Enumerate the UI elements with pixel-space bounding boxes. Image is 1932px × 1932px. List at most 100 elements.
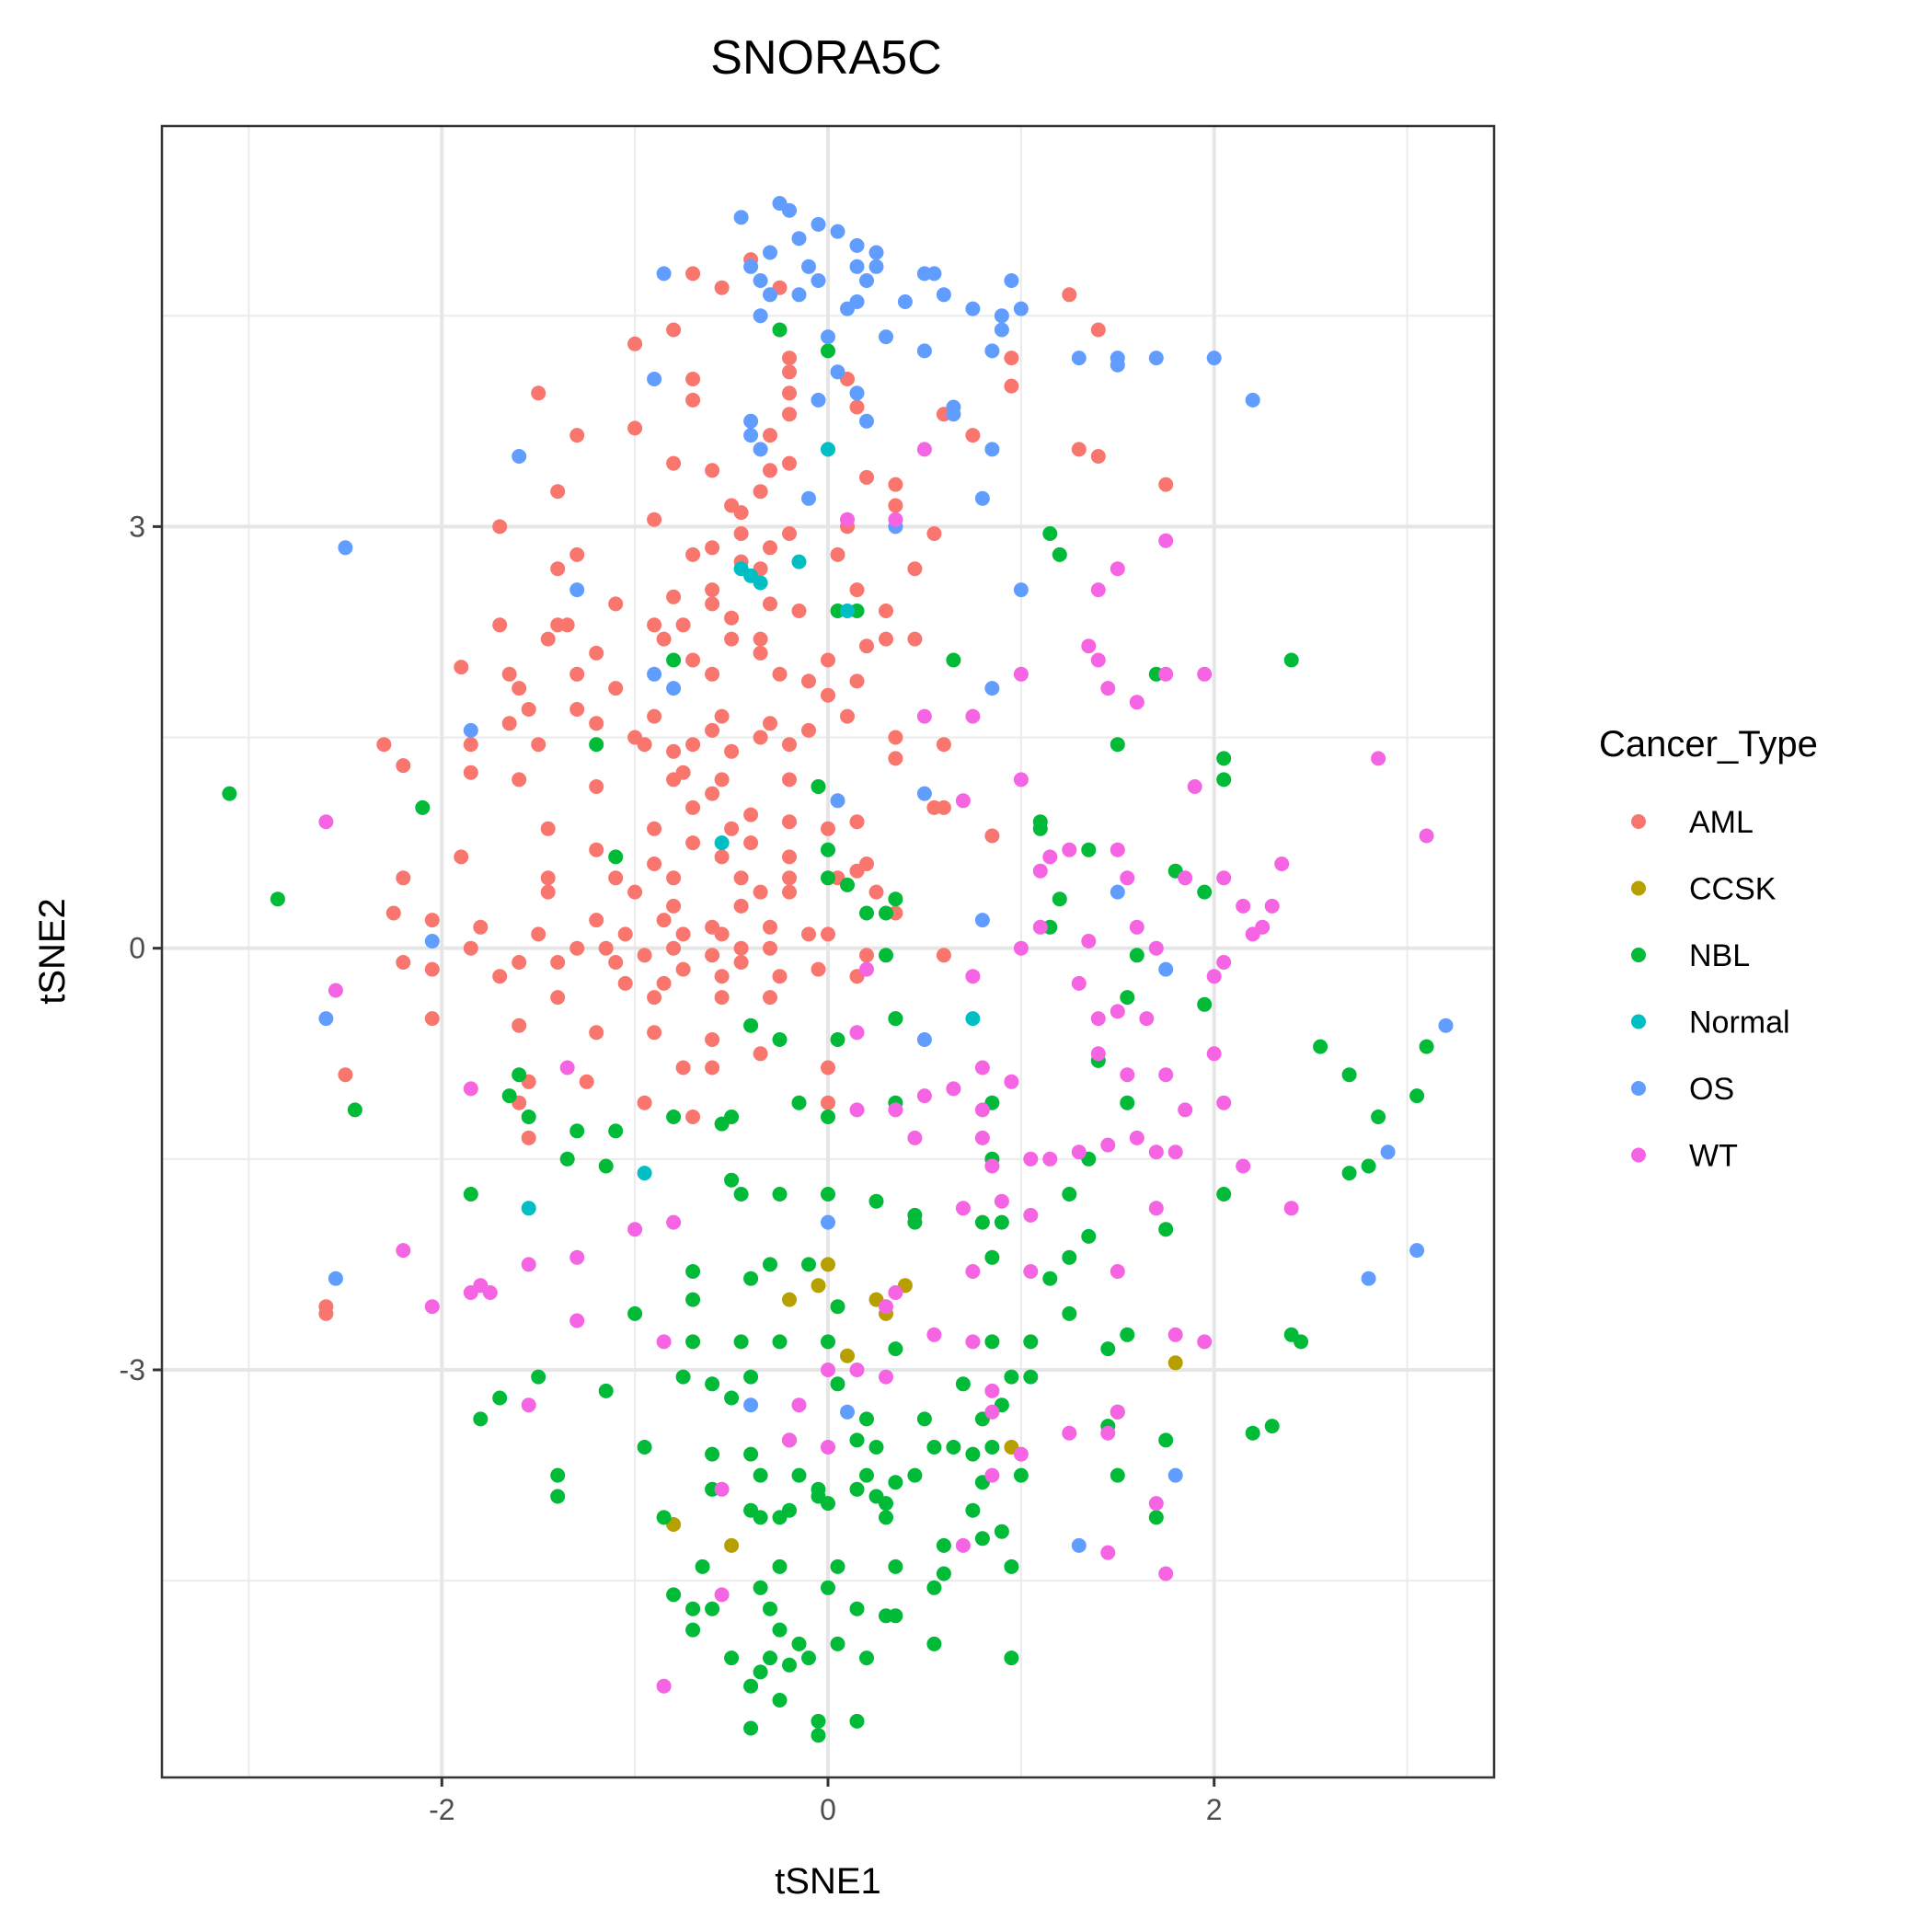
data-point bbox=[801, 673, 816, 689]
data-point bbox=[811, 216, 826, 232]
data-point bbox=[559, 1060, 575, 1075]
data-point bbox=[965, 969, 981, 984]
data-point bbox=[705, 722, 720, 738]
data-point bbox=[1090, 652, 1106, 668]
data-point bbox=[868, 245, 884, 260]
data-point bbox=[974, 1214, 990, 1230]
data-point bbox=[782, 870, 797, 886]
data-point bbox=[753, 484, 768, 500]
data-point bbox=[1100, 1137, 1116, 1153]
data-point bbox=[743, 1271, 759, 1286]
data-point bbox=[666, 1587, 682, 1603]
data-point bbox=[830, 1299, 845, 1315]
data-point bbox=[589, 716, 604, 731]
data-point bbox=[724, 1537, 740, 1553]
data-point bbox=[705, 596, 720, 612]
data-point bbox=[859, 905, 874, 921]
data-point bbox=[1206, 1046, 1222, 1062]
data-point bbox=[1274, 857, 1290, 871]
data-point bbox=[821, 1214, 835, 1230]
data-point bbox=[705, 666, 720, 682]
data-point bbox=[531, 926, 546, 942]
data-point bbox=[830, 546, 845, 562]
data-point bbox=[984, 828, 1000, 844]
data-point bbox=[695, 1558, 710, 1574]
data-point bbox=[1167, 1467, 1183, 1483]
data-point bbox=[714, 990, 730, 1006]
data-point bbox=[424, 934, 440, 949]
data-point bbox=[926, 1636, 942, 1651]
data-point bbox=[984, 343, 1000, 359]
data-point bbox=[1158, 1432, 1174, 1448]
data-point bbox=[1120, 1095, 1135, 1110]
data-point bbox=[916, 1088, 932, 1104]
data-point bbox=[714, 969, 730, 984]
data-point bbox=[782, 772, 797, 788]
data-point bbox=[385, 905, 401, 921]
data-point bbox=[753, 631, 768, 647]
data-point bbox=[559, 1151, 575, 1167]
data-point bbox=[637, 1440, 652, 1455]
data-point bbox=[338, 540, 353, 556]
data-point bbox=[1032, 821, 1048, 836]
data-point bbox=[666, 589, 682, 604]
data-point bbox=[974, 913, 990, 928]
data-point bbox=[521, 1130, 536, 1145]
data-point bbox=[821, 329, 835, 345]
data-point bbox=[1216, 1187, 1232, 1202]
legend-item-nbl: NBL bbox=[1631, 938, 1750, 973]
data-point bbox=[598, 1158, 614, 1174]
data-point bbox=[840, 301, 855, 316]
data-point bbox=[1120, 870, 1135, 886]
data-point bbox=[531, 737, 546, 753]
data-point bbox=[1110, 737, 1125, 753]
data-point bbox=[782, 202, 797, 218]
data-point bbox=[1100, 1341, 1116, 1357]
data-point bbox=[965, 1334, 981, 1350]
data-point bbox=[1052, 546, 1067, 562]
data-point bbox=[656, 631, 672, 647]
data-point bbox=[821, 870, 835, 886]
data-point bbox=[724, 1390, 740, 1406]
data-point bbox=[531, 385, 546, 401]
data-point bbox=[492, 1390, 508, 1406]
data-point bbox=[589, 913, 604, 928]
data-point bbox=[994, 308, 1009, 324]
data-point bbox=[1062, 1187, 1077, 1202]
data-point bbox=[1419, 828, 1434, 844]
data-point bbox=[463, 1187, 478, 1202]
data-point bbox=[1158, 666, 1174, 682]
data-point bbox=[396, 1243, 411, 1259]
data-point bbox=[907, 1130, 923, 1145]
data-point bbox=[1167, 1144, 1183, 1160]
data-point bbox=[830, 1376, 845, 1392]
data-point bbox=[897, 294, 913, 309]
data-point bbox=[463, 737, 478, 753]
data-point bbox=[801, 1650, 816, 1666]
data-point bbox=[772, 1334, 788, 1350]
data-point bbox=[598, 1383, 614, 1398]
legend-label: WT bbox=[1689, 1139, 1738, 1174]
y-axis-label: tSNE2 bbox=[32, 898, 73, 1005]
data-point bbox=[782, 884, 797, 900]
data-point bbox=[879, 1510, 893, 1525]
data-point bbox=[512, 1018, 527, 1033]
data-point bbox=[1013, 301, 1029, 316]
data-point bbox=[1071, 351, 1087, 366]
data-point bbox=[1216, 955, 1232, 970]
legend-label: Normal bbox=[1689, 1006, 1790, 1041]
data-point bbox=[821, 1187, 835, 1202]
data-point bbox=[675, 617, 691, 633]
data-point bbox=[849, 814, 865, 830]
data-point bbox=[512, 772, 527, 788]
data-point bbox=[984, 1440, 1000, 1455]
x-tick-label: -2 bbox=[429, 1793, 454, 1826]
data-point bbox=[617, 926, 633, 942]
data-point bbox=[830, 1636, 845, 1651]
data-point bbox=[821, 442, 835, 457]
data-point bbox=[1264, 1419, 1280, 1434]
data-point bbox=[782, 385, 797, 401]
data-point bbox=[1129, 948, 1144, 963]
data-point bbox=[859, 413, 874, 429]
data-point bbox=[782, 1292, 797, 1307]
